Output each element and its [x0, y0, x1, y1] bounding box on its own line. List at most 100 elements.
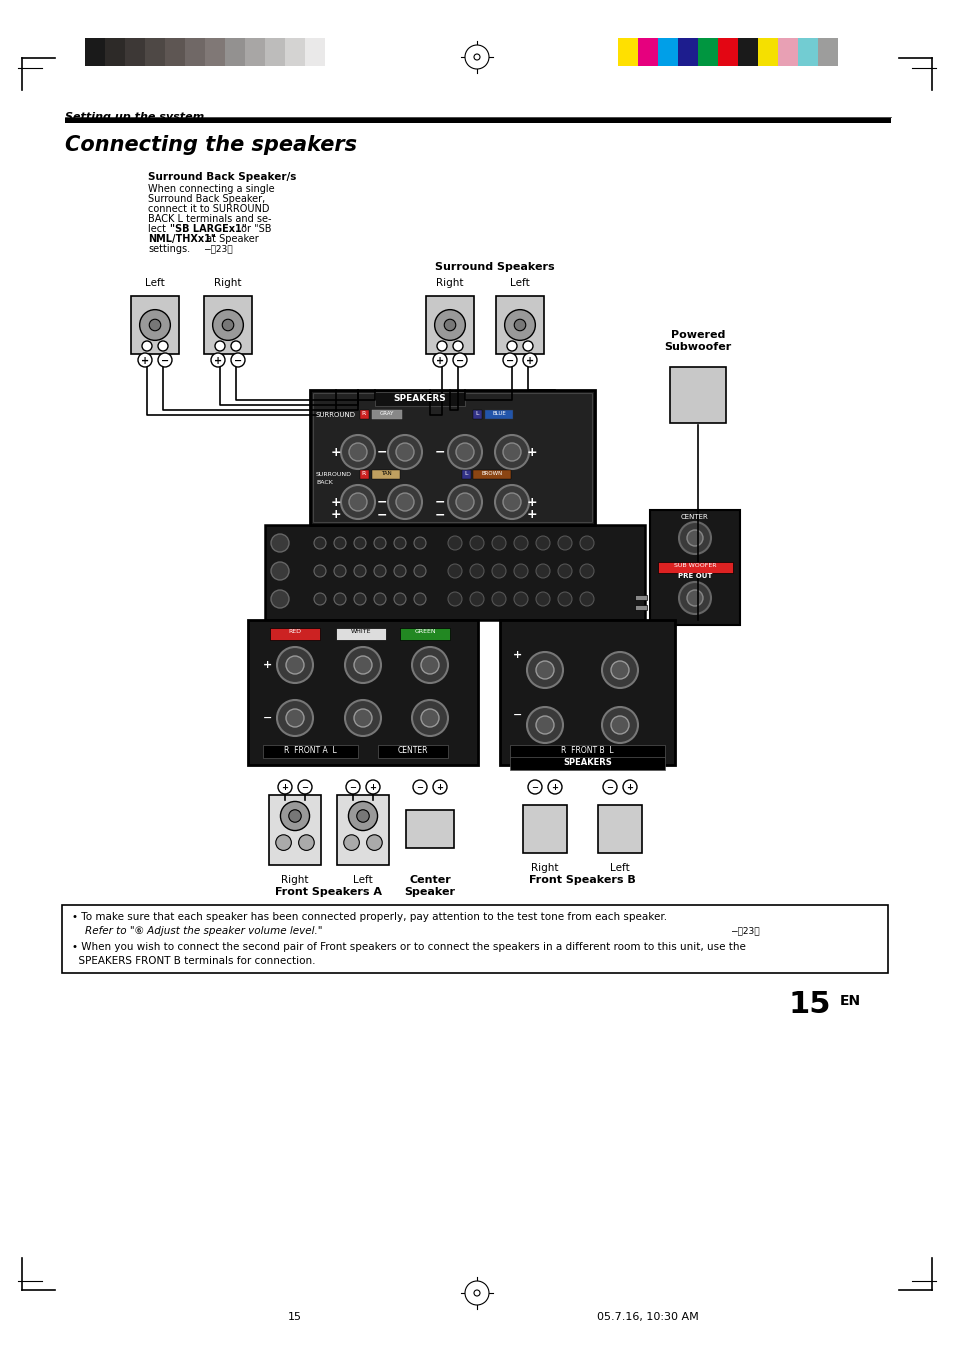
Text: settings.: settings.	[148, 245, 190, 254]
Text: SPEAKERS FRONT B terminals for connection.: SPEAKERS FRONT B terminals for connectio…	[71, 957, 315, 966]
Text: BLUE: BLUE	[492, 411, 505, 416]
Circle shape	[374, 593, 386, 605]
Text: −: −	[606, 784, 613, 793]
Bar	[225, 38, 245, 66]
Circle shape	[686, 590, 702, 607]
Text: +: +	[331, 508, 341, 521]
Circle shape	[356, 809, 369, 823]
Circle shape	[412, 700, 448, 736]
Text: R: R	[361, 411, 366, 416]
Circle shape	[526, 707, 562, 743]
Circle shape	[601, 707, 638, 743]
Bar	[426, 296, 474, 354]
Circle shape	[470, 563, 483, 578]
Circle shape	[456, 493, 474, 511]
Circle shape	[214, 340, 225, 351]
Text: +: +	[369, 784, 376, 793]
Text: −⎐23⎑: −⎐23⎑	[203, 245, 233, 253]
Circle shape	[579, 592, 594, 607]
Circle shape	[271, 590, 289, 608]
Circle shape	[345, 700, 380, 736]
Circle shape	[149, 319, 161, 331]
Circle shape	[504, 309, 535, 340]
Text: CENTER: CENTER	[397, 746, 428, 755]
Circle shape	[470, 592, 483, 607]
Circle shape	[395, 493, 414, 511]
Circle shape	[211, 353, 225, 367]
Text: R  FRONT B  L: R FRONT B L	[560, 746, 613, 755]
Circle shape	[448, 485, 481, 519]
Circle shape	[536, 661, 554, 680]
Text: Left: Left	[145, 278, 165, 288]
Bar	[125, 38, 145, 66]
Bar	[62, 905, 887, 973]
Text: Surround Speakers: Surround Speakers	[435, 262, 555, 272]
Circle shape	[414, 565, 426, 577]
Circle shape	[492, 563, 505, 578]
Circle shape	[514, 563, 527, 578]
Circle shape	[453, 340, 462, 351]
Circle shape	[314, 593, 326, 605]
Circle shape	[277, 780, 292, 794]
Circle shape	[456, 443, 474, 461]
Bar	[131, 296, 179, 354]
Circle shape	[686, 530, 702, 546]
Text: −: −	[435, 496, 445, 508]
Text: +: +	[526, 496, 537, 508]
Circle shape	[514, 592, 527, 607]
Bar	[496, 296, 543, 354]
Bar	[797, 38, 817, 66]
Text: −: −	[505, 357, 514, 366]
Text: TAN: TAN	[380, 471, 391, 476]
Bar	[185, 38, 205, 66]
Circle shape	[334, 593, 346, 605]
Text: −: −	[435, 508, 445, 521]
Bar	[165, 38, 185, 66]
Text: "SB LARGEx1": "SB LARGEx1"	[170, 224, 247, 234]
Bar	[305, 38, 325, 66]
Text: −⎐23⎑: −⎐23⎑	[729, 925, 759, 935]
Text: Right: Right	[531, 863, 558, 873]
Text: at Speaker: at Speaker	[203, 234, 258, 245]
Circle shape	[366, 835, 382, 850]
Text: GRAY: GRAY	[379, 411, 394, 416]
Bar	[310, 390, 595, 526]
Text: Refer to "⑥ Adjust the speaker volume level.": Refer to "⑥ Adjust the speaker volume le…	[71, 925, 322, 936]
Bar	[698, 38, 718, 66]
Text: SPEAKERS: SPEAKERS	[394, 394, 446, 403]
Text: R  FRONT A  L: R FRONT A L	[283, 746, 336, 755]
Circle shape	[601, 653, 638, 688]
Bar	[499, 620, 675, 765]
Bar	[245, 38, 265, 66]
Circle shape	[420, 709, 438, 727]
Circle shape	[679, 582, 710, 613]
Text: −: −	[416, 784, 423, 793]
Text: +: +	[526, 446, 537, 458]
Text: +: +	[526, 508, 537, 521]
Text: +: +	[213, 357, 222, 366]
Bar	[269, 794, 320, 865]
Bar	[778, 38, 797, 66]
Bar	[336, 794, 389, 865]
Circle shape	[522, 340, 533, 351]
Bar	[510, 744, 664, 758]
Text: L: L	[475, 411, 478, 416]
Circle shape	[298, 835, 314, 850]
Text: 15: 15	[788, 990, 830, 1019]
Bar	[204, 296, 252, 354]
Circle shape	[139, 309, 171, 340]
Circle shape	[366, 780, 379, 794]
Circle shape	[395, 443, 414, 461]
Bar	[265, 38, 285, 66]
Text: +: +	[436, 784, 443, 793]
Circle shape	[286, 657, 304, 674]
Text: or "SB: or "SB	[237, 224, 272, 234]
Text: RED: RED	[288, 630, 301, 634]
Bar	[738, 38, 758, 66]
Circle shape	[448, 435, 481, 469]
Circle shape	[138, 353, 152, 367]
Circle shape	[231, 340, 241, 351]
Bar	[375, 392, 464, 407]
Bar	[817, 38, 837, 66]
Circle shape	[280, 801, 309, 831]
